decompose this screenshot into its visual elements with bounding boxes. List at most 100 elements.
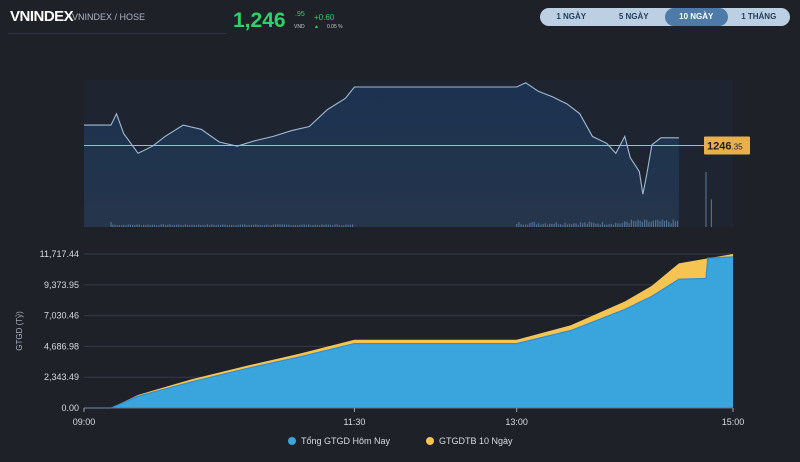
volume-bar: [544, 223, 546, 227]
volume-bar: [147, 224, 149, 227]
volume-bar: [136, 224, 138, 227]
volume-bar: [566, 224, 568, 227]
volume-bar: [259, 224, 261, 227]
tab-1-month[interactable]: 1 THÁNG: [741, 12, 777, 21]
volume-bar-atc: [710, 199, 712, 227]
volume-bar: [624, 221, 626, 227]
volume-bar: [176, 224, 178, 227]
volume-bar: [343, 225, 345, 227]
index-subtitle: VNINDEX / HOSE: [72, 12, 146, 22]
volume-bar: [220, 224, 222, 227]
volume-bar: [171, 225, 173, 227]
volume-bar: [670, 223, 672, 227]
volume-bar: [674, 221, 676, 227]
volume-bar: [200, 225, 202, 227]
legend-dot-average: [426, 437, 434, 445]
volume-bar: [608, 224, 610, 227]
volume-bar: [644, 219, 646, 227]
tab-10-day[interactable]: 10 NGÀY: [665, 8, 728, 26]
tab-1-day[interactable]: 1 NGÀY: [556, 12, 587, 21]
volume-bar: [310, 225, 312, 227]
volume-bar: [204, 225, 206, 227]
volume-bar: [352, 224, 354, 227]
volume-bar: [226, 225, 228, 227]
price-decimal: .95: [295, 11, 305, 18]
volume-bar: [283, 224, 285, 227]
volume-bar: [612, 224, 615, 227]
volume-bar: [222, 224, 224, 227]
legend: Tổng GTGD Hôm Nay GTGDTB 10 Ngày: [0, 436, 800, 456]
volume-bar: [347, 224, 349, 227]
volume-bar: [198, 224, 200, 227]
legend-item-today[interactable]: Tổng GTGD Hôm Nay: [288, 436, 390, 446]
series-line-today: [84, 256, 734, 409]
volume-bar: [601, 221, 604, 227]
volume-bar: [668, 221, 670, 227]
volume-bar: [248, 224, 250, 227]
volume-bar: [121, 224, 123, 227]
volume-bar: [239, 224, 241, 227]
volume-bar: [538, 223, 540, 227]
legend-dot-today: [288, 437, 296, 445]
volume-bar: [588, 221, 590, 227]
tab-5-day[interactable]: 5 NGÀY: [618, 12, 649, 21]
volume-bar: [191, 224, 193, 227]
volume-bar: [187, 224, 189, 227]
volume-bar: [288, 224, 290, 227]
reference-label-box: [704, 136, 750, 155]
legend-label-average: GTGDTB 10 Ngày: [439, 436, 513, 446]
reference-label-decimal: .35: [731, 143, 743, 152]
volume-bar: [327, 224, 329, 227]
volume-bar: [182, 225, 184, 227]
volume-bar: [264, 225, 266, 227]
volume-bar: [299, 224, 301, 227]
volume-bar: [336, 224, 338, 227]
volume-bar: [116, 225, 118, 227]
volume-bar: [134, 225, 136, 227]
volume-bar: [127, 224, 129, 227]
volume-bar: [646, 219, 648, 227]
volume-bar: [560, 224, 562, 227]
volume-bar: [323, 224, 325, 227]
legend-item-average[interactable]: GTGDTB 10 Ngày: [426, 436, 513, 446]
volume-bar: [279, 224, 281, 227]
volume-bar: [633, 220, 635, 227]
y-tick-label: 4,686.98: [44, 341, 79, 351]
volume-bar: [180, 225, 182, 227]
y-tick-label: 9,373.95: [44, 280, 79, 290]
volume-bar: [151, 224, 153, 227]
volume-bar: [332, 225, 334, 227]
reference-label: 1246.35: [707, 141, 743, 153]
volume-bar: [584, 222, 586, 227]
volume-bar: [345, 224, 347, 227]
volume-bar: [586, 223, 588, 227]
y-tick-label: 0.00: [61, 403, 79, 413]
volume-bar: [275, 224, 277, 227]
volume-bar: [637, 219, 639, 227]
volume-bar: [520, 224, 522, 227]
volume-bar: [542, 223, 544, 227]
volume-bar: [138, 224, 140, 227]
volume-bar: [169, 224, 171, 227]
volume-bar: [551, 224, 553, 227]
volume-bar: [195, 225, 197, 227]
volume-bar: [330, 224, 332, 227]
volume-bar: [527, 224, 529, 227]
volume-bar: [165, 225, 167, 227]
volume-bar: [217, 224, 219, 227]
volume-bar: [621, 223, 623, 227]
volume-bar: [162, 224, 164, 227]
volume-bar: [118, 225, 120, 227]
volume-bar: [266, 224, 268, 227]
volume-bar: [610, 223, 612, 227]
volume-bar: [140, 225, 142, 227]
volume-bar: [628, 223, 630, 227]
volume-bar: [518, 222, 520, 227]
volume-bar: [268, 225, 270, 227]
volume-bar: [270, 225, 272, 227]
price-line: [84, 82, 679, 195]
volume-bar: [540, 224, 542, 227]
volume-bar: [292, 225, 294, 227]
volume-bar: [202, 225, 204, 227]
